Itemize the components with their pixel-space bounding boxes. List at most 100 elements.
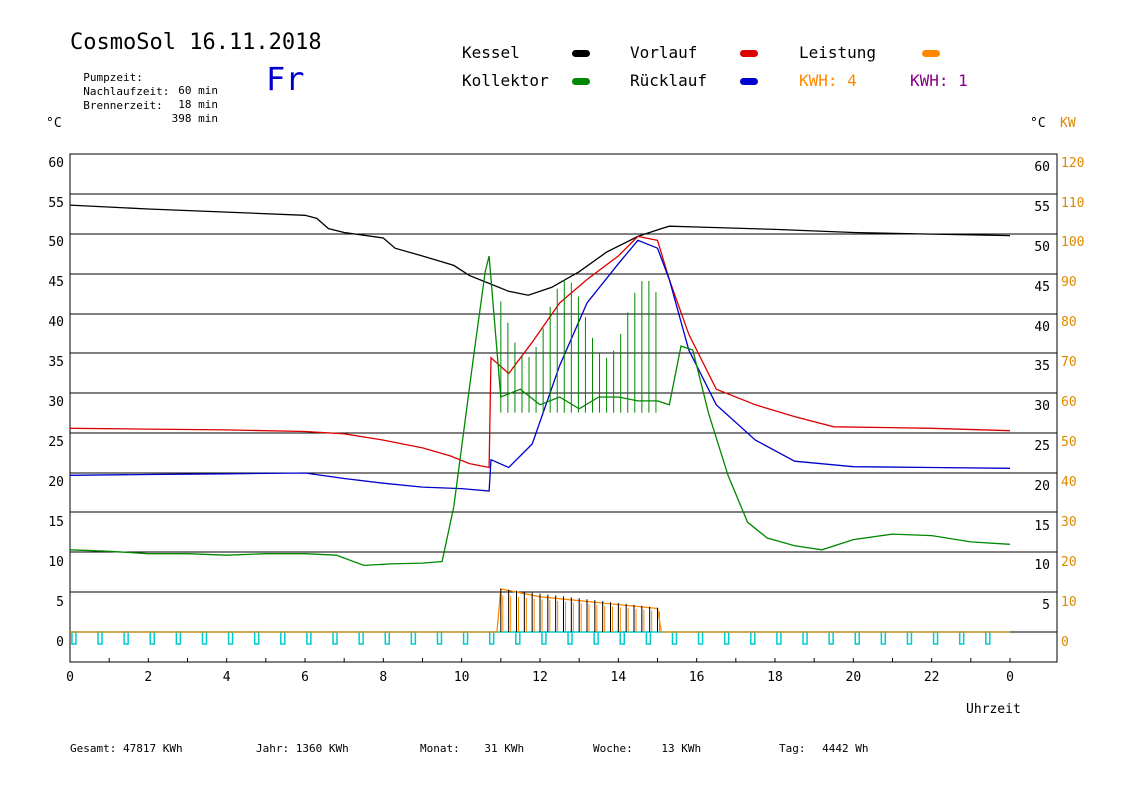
pump-marker xyxy=(645,631,652,645)
x-tick-label: 18 xyxy=(767,670,783,685)
info-row: Nachlaufzeit: 18 min xyxy=(70,72,218,111)
y2-tick-label: 10 xyxy=(1061,595,1077,610)
footer-label: Gesamt: xyxy=(70,742,117,755)
x-tick-label: 2 xyxy=(144,670,152,685)
series-line xyxy=(69,239,1011,492)
y2-tick-label: 100 xyxy=(1061,235,1084,250)
info-value: 18 min xyxy=(178,98,218,111)
legend-swatch-kollektor xyxy=(572,78,590,85)
legend-swatch-vorlauf xyxy=(740,50,758,57)
x-tick-label: 14 xyxy=(611,670,627,685)
series-line xyxy=(69,255,1011,567)
footer-year: Jahr: 1360 KWh xyxy=(256,742,349,755)
pump-marker xyxy=(306,631,312,645)
footer-month: Monat: 31 KWh xyxy=(420,742,524,755)
y-right-tick-label: 30 xyxy=(1034,399,1050,414)
y-tick-label: 30 xyxy=(48,395,64,410)
pump-marker xyxy=(671,631,678,645)
y2-tick-label: 0 xyxy=(1061,635,1069,650)
pump-marker xyxy=(488,631,495,645)
pump-marker xyxy=(723,631,730,645)
pump-marker xyxy=(227,631,234,645)
y-tick-label: 50 xyxy=(48,235,64,250)
x-tick-label: 4 xyxy=(223,670,231,685)
pump-marker xyxy=(802,631,808,645)
x-tick-label: 12 xyxy=(532,670,548,685)
x-tick-label: 10 xyxy=(454,670,470,685)
pump-marker xyxy=(97,631,103,645)
y-right-tick-label: 60 xyxy=(1034,160,1050,175)
pump-marker xyxy=(958,631,965,645)
legend-label-kessel: Kessel xyxy=(462,43,520,62)
pump-marker xyxy=(750,631,756,645)
y2-tick-label: 20 xyxy=(1061,555,1077,570)
y-tick-label: 20 xyxy=(48,475,64,490)
pump-marker xyxy=(384,631,390,645)
y-right-tick-label: 40 xyxy=(1034,320,1050,335)
right-axis-unit: °C xyxy=(1030,116,1046,131)
x-tick-label: 8 xyxy=(379,670,387,685)
footer-value: 1360 KWh xyxy=(295,742,349,755)
footer-total: Gesamt: 47817 KWh xyxy=(70,742,183,755)
x-tick-label: 0 xyxy=(66,670,74,685)
legend-label-vorlauf: Vorlauf xyxy=(630,43,698,62)
pump-marker xyxy=(828,631,834,645)
y2-tick-label: 110 xyxy=(1061,196,1084,211)
info-value: 398 min xyxy=(171,112,218,125)
info-row: Brennerzeit: 398 min xyxy=(70,86,218,125)
y-tick-label: 35 xyxy=(48,355,64,370)
series-line xyxy=(69,235,1011,469)
pump-marker xyxy=(462,631,469,645)
y2-tick-label: 70 xyxy=(1061,355,1077,370)
y-right-tick-label: 5 xyxy=(1042,598,1050,613)
series-line xyxy=(69,204,1011,296)
pump-marker xyxy=(567,631,573,645)
plot-frame xyxy=(69,153,1058,663)
info-label: Brennerzeit: xyxy=(83,99,163,112)
pump-marker xyxy=(149,631,155,645)
footer-label: Tag: xyxy=(779,742,806,755)
y-right-tick-label: 55 xyxy=(1034,200,1050,215)
pump-marker xyxy=(201,631,208,645)
y2-tick-label: 120 xyxy=(1061,156,1084,171)
pump-marker xyxy=(358,631,364,645)
kwh-label-secondary: KWH: 1 xyxy=(910,71,968,90)
x-tick-label: 6 xyxy=(301,670,309,685)
info-row: Pumpzeit: 60 min xyxy=(70,58,218,97)
y-tick-label: 10 xyxy=(48,555,64,570)
y2-tick-label: 50 xyxy=(1061,435,1077,450)
y-right-tick-label: 25 xyxy=(1034,439,1050,454)
kwh-label-primary: KWH: 4 xyxy=(799,71,857,90)
y-tick-label: 25 xyxy=(48,435,64,450)
legend-swatch-kessel xyxy=(572,50,590,57)
footer-week: Woche: 13 KWh xyxy=(593,742,701,755)
y-tick-label: 40 xyxy=(48,315,64,330)
legend-label-ruecklauf: Rücklauf xyxy=(630,71,708,90)
y-right-tick-label: 20 xyxy=(1034,479,1050,494)
pump-marker xyxy=(436,631,443,645)
footer-value: 4442 Wh xyxy=(822,742,869,755)
pump-marker xyxy=(123,631,129,645)
left-axis-unit: °C xyxy=(46,116,62,131)
footer-day: Tag: 4442 Wh xyxy=(779,742,868,755)
pump-marker xyxy=(593,631,599,645)
y-right-tick-label: 10 xyxy=(1034,558,1050,573)
pump-marker xyxy=(515,631,521,645)
y2-tick-label: 40 xyxy=(1061,475,1077,490)
y-tick-label: 0 xyxy=(56,635,64,650)
legend-swatch-leistung xyxy=(922,50,940,57)
info-label: Pumpzeit: xyxy=(83,71,143,84)
pump-marker xyxy=(280,631,286,645)
y2-tick-label: 90 xyxy=(1061,275,1077,290)
y-tick-label: 60 xyxy=(48,156,64,171)
footer-value: 47817 KWh xyxy=(122,742,183,755)
pump-marker xyxy=(619,631,625,645)
footer-label: Monat: xyxy=(420,742,460,755)
x-axis-label: Uhrzeit xyxy=(966,702,1021,717)
pump-marker xyxy=(985,631,991,645)
pump-marker xyxy=(541,631,547,645)
x-tick-label: 16 xyxy=(689,670,705,685)
y2-tick-label: 30 xyxy=(1061,515,1077,530)
footer-label: Woche: xyxy=(593,742,633,755)
